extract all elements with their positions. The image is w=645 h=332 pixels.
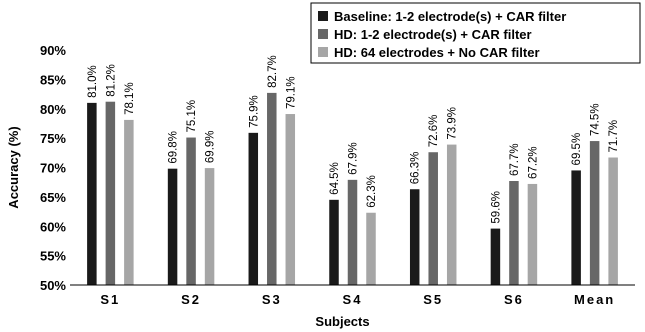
- bar: [409, 189, 420, 285]
- x-tick-label: S1: [100, 292, 120, 307]
- bar: [87, 102, 97, 285]
- data-label: 75.1%: [186, 100, 198, 133]
- data-label: 69.5%: [571, 133, 583, 166]
- bar: [347, 179, 358, 285]
- y-tick-label: 60%: [40, 219, 66, 234]
- data-label: 75.9%: [248, 95, 260, 128]
- y-tick-label: 65%: [40, 190, 66, 205]
- data-labels: 81.0% 81.2% 78.1% 69.8% 75.1% 69.9% 75.9% 82.7%…: [87, 55, 620, 223]
- legend-label: Baseline: 1-2 electrode(s) + CAR filter: [334, 9, 566, 24]
- bar: [267, 92, 277, 285]
- bar: [186, 137, 196, 285]
- data-label: 81.2%: [105, 64, 117, 97]
- x-axis-title: Subjects: [315, 314, 369, 329]
- data-label: 82.7%: [267, 55, 279, 88]
- bar: [248, 132, 259, 285]
- y-axis-title: Accuracy (%): [6, 126, 21, 208]
- data-label: 67.9%: [348, 142, 360, 175]
- bar: [285, 114, 296, 285]
- bar: [167, 168, 178, 285]
- bar: [428, 152, 438, 285]
- data-label: 67.7%: [509, 143, 521, 176]
- bar: [366, 212, 376, 285]
- bar: [608, 157, 618, 285]
- x-tick-label: S2: [181, 292, 201, 307]
- legend-swatch: [318, 47, 328, 57]
- data-label: 62.3%: [366, 175, 378, 208]
- x-tick-label: S5: [423, 292, 443, 307]
- bar: [446, 144, 457, 285]
- y-tick-label: 90%: [40, 43, 66, 58]
- data-label: 69.9%: [205, 130, 217, 163]
- data-label: 72.6%: [428, 115, 440, 148]
- y-tick-label: 85%: [40, 72, 66, 87]
- bar: [527, 183, 538, 285]
- data-label: 67.2%: [527, 146, 539, 179]
- legend-swatch: [318, 11, 328, 21]
- bar: [509, 181, 519, 285]
- bar: [105, 101, 116, 285]
- y-tick-label: 55%: [40, 249, 66, 264]
- x-tick-label: Mean: [574, 292, 615, 307]
- data-label: 64.5%: [329, 162, 341, 195]
- bar: [490, 228, 501, 285]
- data-label: 69.8%: [168, 131, 180, 164]
- x-axis-ticks: S1 S2 S3 S4 S5 S6 Mean: [100, 292, 615, 307]
- bar: [571, 170, 581, 285]
- data-label: 59.6%: [490, 191, 502, 224]
- data-label: 79.1%: [285, 76, 297, 109]
- legend-box: [310, 2, 641, 64]
- legend-label: HD: 64 electrodes + No CAR filter: [334, 45, 540, 60]
- x-tick-label: S6: [504, 292, 524, 307]
- bar: [124, 119, 134, 285]
- y-tick-label: 75%: [40, 131, 66, 146]
- x-tick-label: S4: [343, 292, 363, 307]
- data-label: 74.5%: [590, 103, 602, 136]
- legend: Baseline: 1-2 electrode(s) + CAR filter H…: [310, 2, 641, 64]
- legend-label: HD: 1-2 electrode(s) + CAR filter: [334, 27, 532, 42]
- y-tick-label: 50%: [40, 278, 66, 293]
- data-label: 66.3%: [410, 152, 422, 185]
- bar: [589, 141, 600, 285]
- bar: [204, 168, 215, 285]
- y-tick-label: 80%: [40, 102, 66, 117]
- y-axis-ticks: 50% 55% 60% 65% 70% 75% 80% 85% 90%: [40, 43, 66, 293]
- y-tick-label: 70%: [40, 161, 66, 176]
- data-label: 71.7%: [608, 120, 620, 153]
- x-tick-label: S3: [262, 292, 282, 307]
- bar: [329, 199, 339, 285]
- data-label: 78.1%: [124, 82, 136, 115]
- legend-swatch: [318, 29, 328, 39]
- data-label: 81.0%: [87, 65, 99, 98]
- bars: [87, 92, 618, 285]
- data-label: 73.9%: [447, 107, 459, 140]
